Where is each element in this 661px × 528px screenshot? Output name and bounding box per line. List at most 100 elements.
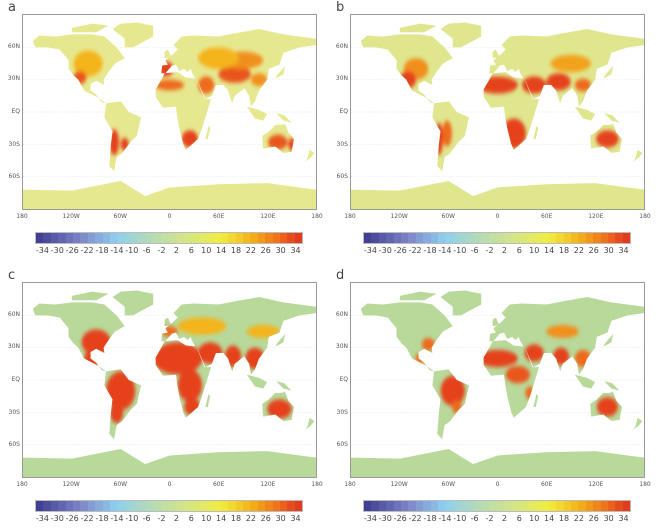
colorbar-tick-label: 14 xyxy=(216,246,227,255)
land-antarctica xyxy=(351,448,644,477)
anomaly-region xyxy=(442,120,452,147)
land-new-zealand xyxy=(633,417,643,430)
land-japan xyxy=(275,333,286,347)
colorbar xyxy=(35,232,303,244)
colorbar-bin xyxy=(250,233,258,243)
colorbar-tick-label: -30 xyxy=(50,246,64,255)
colorbar-bin xyxy=(585,501,594,511)
colorbar-tick-label: -10 xyxy=(453,514,467,523)
colorbar-bin xyxy=(467,501,475,511)
colorbar-bin xyxy=(154,501,162,511)
colorbar-bin xyxy=(213,501,221,511)
colorbar-tick-label: 34 xyxy=(290,514,301,523)
lat-label: 30S xyxy=(336,408,348,416)
colorbar-bin xyxy=(139,501,147,511)
colorbar-tick-label: -18 xyxy=(95,514,109,523)
colorbar-bin xyxy=(371,233,379,243)
land-arctic-islands xyxy=(399,23,437,33)
land-new-guinea xyxy=(276,381,292,391)
colorbar-tick-label: 30 xyxy=(275,246,286,255)
lon-label: 60W xyxy=(113,481,128,488)
lon-label: 120W xyxy=(390,481,408,488)
colorbar-bin xyxy=(124,501,133,511)
land-north-america xyxy=(360,302,453,372)
lat-label: 60N xyxy=(7,42,20,50)
colorbar-bin xyxy=(50,233,59,243)
colorbar-bin xyxy=(235,501,243,511)
colorbar-tick-label: -26 xyxy=(393,514,407,523)
colorbar-tick-label: 18 xyxy=(558,246,570,255)
lon-label: 60W xyxy=(441,213,456,220)
colorbar-bin xyxy=(176,501,184,511)
colorbar-bin xyxy=(556,501,564,511)
colorbar-tick-label: 22 xyxy=(573,514,584,523)
colorbar-tick-label: 2 xyxy=(501,514,507,523)
colorbar-tick-label: -6 xyxy=(470,514,479,523)
colorbar-bin xyxy=(386,501,394,511)
land-greenland xyxy=(440,290,482,316)
anomaly-region xyxy=(288,137,295,151)
colorbar-bin xyxy=(423,233,431,243)
colorbar-bin xyxy=(87,233,96,243)
anomaly-region xyxy=(250,73,268,87)
colorbar-bin xyxy=(257,233,266,243)
colorbar-bin xyxy=(593,233,601,243)
colorbar-bin xyxy=(533,501,542,511)
anomaly-region xyxy=(521,76,547,94)
colorbar-bin xyxy=(526,501,534,511)
colorbar-bin xyxy=(36,501,44,511)
anomaly-region xyxy=(177,369,203,402)
colorbar-bin xyxy=(578,501,586,511)
lat-label: 60S xyxy=(8,173,20,181)
colorbar-bin xyxy=(58,501,66,511)
colorbar-tick-label: 6 xyxy=(188,246,194,255)
anomaly-region xyxy=(84,349,101,368)
lon-label: 120W xyxy=(62,481,80,488)
colorbar-tick-label: 30 xyxy=(275,514,286,523)
colorbar-tick-label: -26 xyxy=(393,246,407,255)
colorbar-bin xyxy=(497,233,505,243)
colorbar-tick-label: -10 xyxy=(125,514,139,523)
colorbar-bin xyxy=(176,233,184,243)
anomaly-region xyxy=(546,325,579,338)
land-eurasia xyxy=(161,297,316,375)
anomaly-region xyxy=(574,349,592,368)
colorbar-bin xyxy=(600,501,608,511)
colorbar-tick-label: -30 xyxy=(50,514,64,523)
colorbar-bin xyxy=(146,501,155,511)
colorbar-bin xyxy=(445,233,453,243)
colorbar-bin xyxy=(250,501,258,511)
land-madagascar xyxy=(205,126,211,139)
colorbar-bin xyxy=(191,233,199,243)
colorbar-bin xyxy=(80,501,88,511)
colorbar-tick-label: 30 xyxy=(603,246,614,255)
land-arctic-islands xyxy=(71,291,109,301)
lat-label: 30N xyxy=(7,75,20,83)
anomaly-region xyxy=(177,317,227,335)
lat-label: EQ xyxy=(339,108,348,115)
colorbar-bin xyxy=(489,233,498,243)
lat-label: 30N xyxy=(335,343,348,351)
colorbar-tick-label: 2 xyxy=(173,514,179,523)
colorbar-tick-label: -34 xyxy=(35,246,49,255)
colorbar-bin xyxy=(265,501,273,511)
land-antarctica xyxy=(23,180,316,209)
land-antarctica xyxy=(351,180,644,209)
colorbar-bin xyxy=(154,233,162,243)
land-arctic-islands xyxy=(399,291,437,301)
colorbar-bin xyxy=(452,233,461,243)
land-japan xyxy=(603,333,614,347)
colorbar-bin xyxy=(183,501,192,511)
colorbar-bin xyxy=(198,501,206,511)
colorbar-bin xyxy=(511,501,520,511)
lon-label: 180 xyxy=(344,481,356,488)
colorbar-bin xyxy=(161,501,170,511)
panel-letter: b xyxy=(336,0,345,15)
colorbar-bin xyxy=(600,233,608,243)
colorbar-bin xyxy=(445,501,453,511)
colorbar-bin xyxy=(430,501,438,511)
colorbar-bin xyxy=(511,233,520,243)
lat-label: EQ xyxy=(11,376,20,383)
land-africa xyxy=(155,72,212,150)
anomaly-region xyxy=(218,65,251,83)
